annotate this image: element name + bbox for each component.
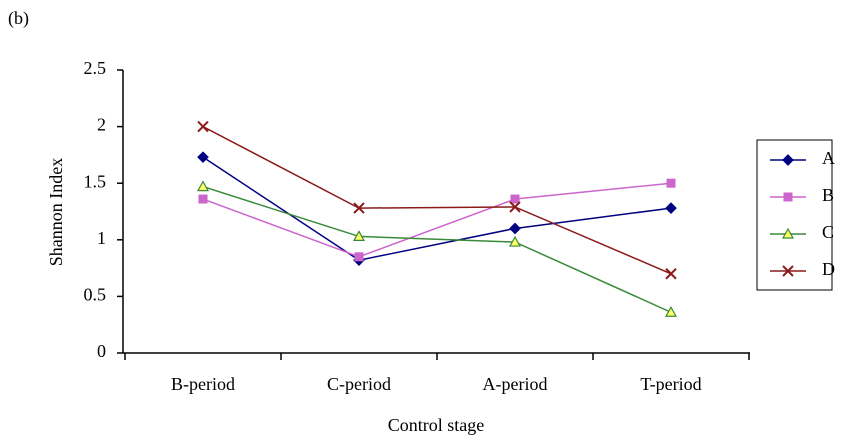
marker	[198, 194, 208, 204]
y-axis-label: Shannon Index	[46, 158, 66, 266]
marker	[782, 265, 794, 277]
series-line	[202, 156, 672, 261]
marker	[509, 222, 521, 235]
y-tick-label: 0	[97, 341, 106, 361]
y-tick-label: 1	[97, 228, 106, 248]
x-tick-label: A-period	[483, 374, 548, 394]
marker	[508, 235, 522, 247]
x-axis-label: Control stage	[388, 415, 485, 435]
legend-label: C	[822, 222, 834, 242]
series-line	[202, 182, 672, 258]
marker	[353, 202, 365, 214]
marker	[664, 306, 678, 317]
marker	[781, 227, 795, 239]
y-tick-label: 0.5	[84, 285, 107, 305]
marker	[197, 151, 209, 164]
legend	[756, 139, 833, 291]
marker	[666, 178, 676, 188]
marker	[665, 268, 677, 280]
series-line	[202, 185, 672, 313]
marker	[352, 230, 366, 242]
marker	[783, 192, 793, 202]
x-tick-label: C-period	[327, 374, 391, 394]
panel-label: (b)	[8, 8, 29, 29]
y-tick-label: 1.5	[84, 171, 107, 191]
marker	[354, 252, 364, 262]
legend-label: B	[822, 185, 834, 205]
legend-label: D	[822, 259, 835, 279]
y-tick-label: 2.5	[84, 58, 107, 78]
legend-label: A	[822, 148, 835, 168]
y-tick-label: 2	[97, 115, 106, 135]
x-tick-label: T-period	[640, 374, 701, 394]
marker	[782, 154, 794, 166]
marker	[510, 194, 520, 204]
marker	[665, 202, 677, 214]
x-tick-label: B-period	[171, 374, 235, 394]
marker	[509, 201, 521, 213]
marker	[197, 120, 209, 133]
marker	[196, 180, 210, 192]
series-line	[202, 125, 672, 275]
